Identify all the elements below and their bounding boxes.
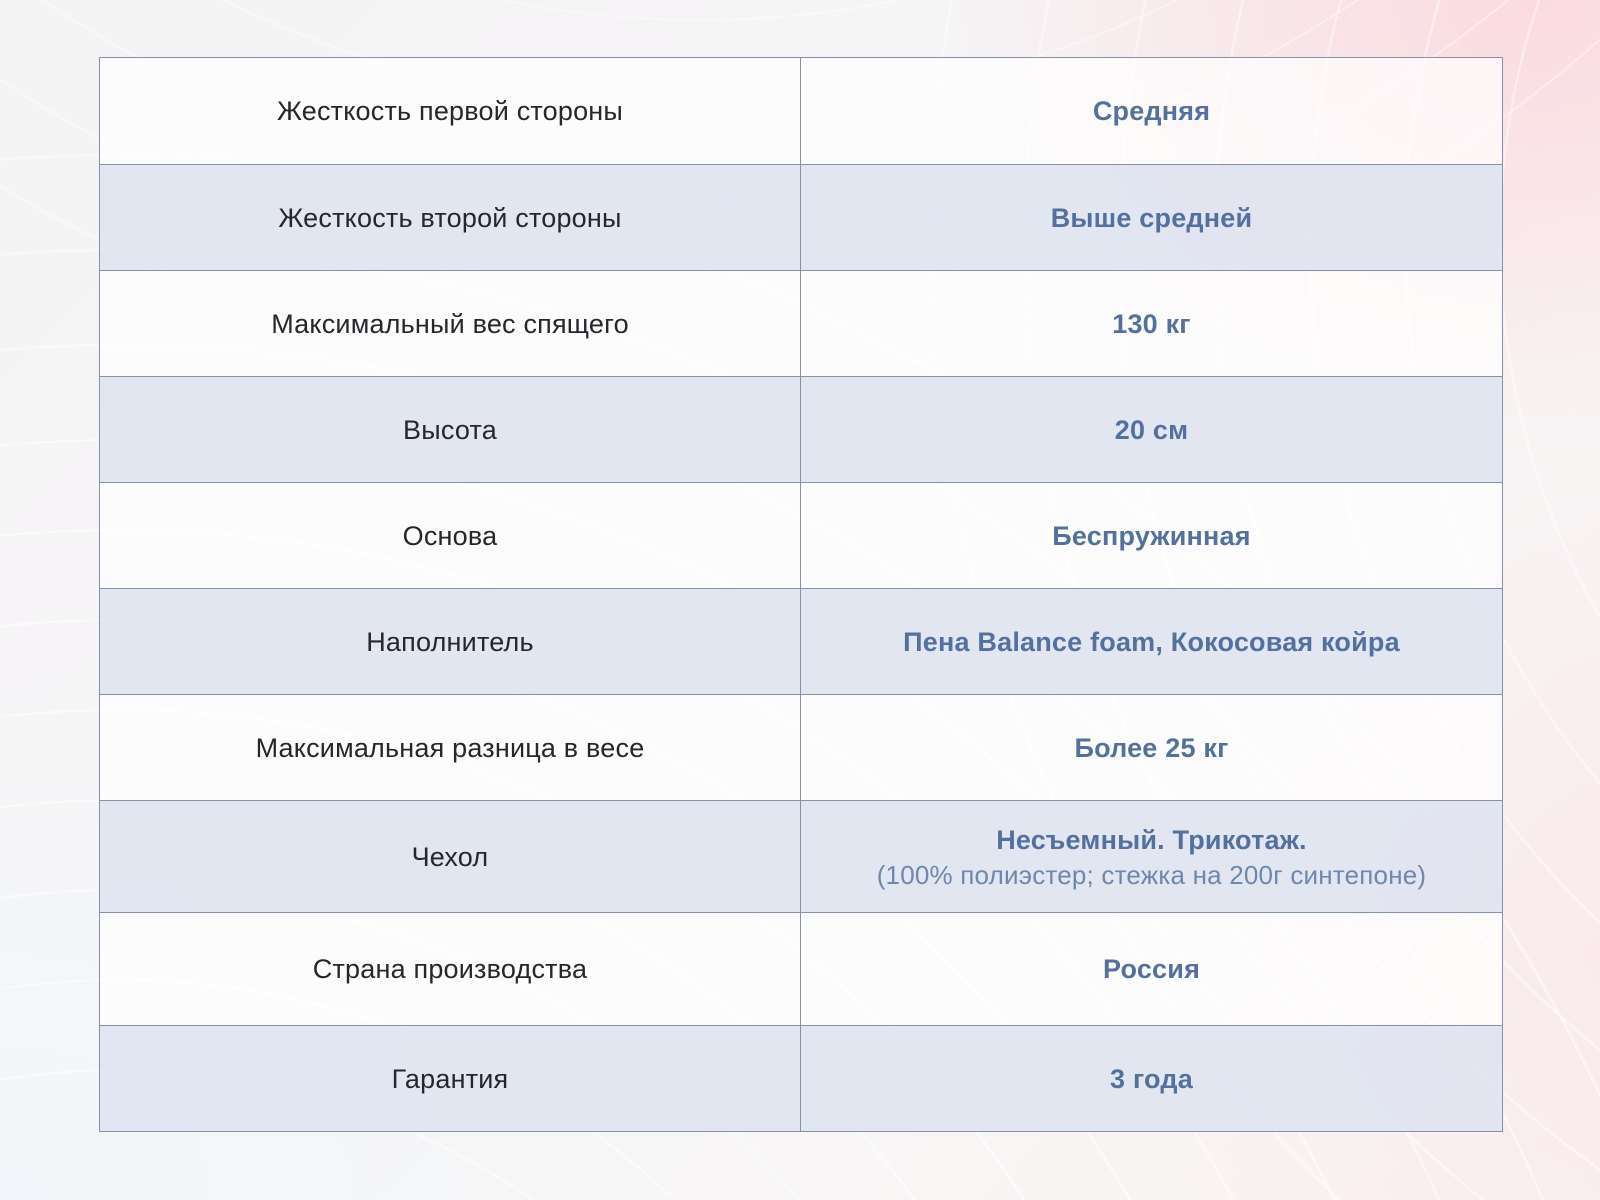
spec-value: 3 года [1110,1063,1193,1094]
table-row: Максимальный вес спящего 130 кг [100,270,1502,376]
spec-label: Максимальная разница в весе [255,732,645,763]
spec-value-cell: Несъемный. Трикотаж. (100% полиэстер; ст… [801,801,1502,912]
spec-value-cell: Средняя [801,58,1502,164]
spec-value: Более 25 кг [1074,732,1229,763]
spec-label-cell: Наполнитель [100,589,801,694]
spec-value: Россия [1102,954,1201,984]
spec-label-cell: Максимальный вес спящего [100,271,801,376]
specifications-table: Жесткость первой стороны Средняя Жесткос… [99,57,1503,1132]
spec-value-cell: 3 года [801,1026,1502,1131]
table-row: Максимальная разница в весе Более 25 кг [100,694,1502,800]
spec-label-cell: Жесткость второй стороны [100,165,801,270]
spec-value: Пена Balance foam, Кокосовая койра [903,626,1400,657]
spec-label: Жесткость второй стороны [278,202,622,233]
spec-label: Гарантия [391,1063,509,1094]
spec-label: Жесткость первой стороны [276,96,624,126]
spec-label: Страна производства [312,954,588,984]
spec-value: 20 см [1114,414,1189,445]
table-row: Жесткость второй стороны Выше средней [100,164,1502,270]
spec-value-cell: Выше средней [801,165,1502,270]
spec-value: Беспружинная [1052,520,1251,551]
spec-value: 130 кг [1112,308,1191,339]
spec-label-cell: Максимальная разница в весе [100,695,801,800]
spec-label-cell: Основа [100,483,801,588]
spec-label-cell: Чехол [100,801,801,912]
spec-label: Основа [402,520,498,551]
table-row: Жесткость первой стороны Средняя [100,58,1502,164]
spec-value-note: (100% полиэстер; стежка на 200г синтепон… [876,859,1427,890]
spec-value: Средняя [1092,96,1211,126]
table-row: Наполнитель Пена Balance foam, Кокосовая… [100,588,1502,694]
table-row: Страна производства Россия [100,912,1502,1025]
spec-label-cell: Жесткость первой стороны [100,58,801,164]
spec-value-cell: Пена Balance foam, Кокосовая койра [801,589,1502,694]
spec-value-cell: 20 см [801,377,1502,482]
spec-label-cell: Страна производства [100,913,801,1025]
spec-label: Высота [403,414,497,445]
table-row: Гарантия 3 года [100,1025,1502,1131]
spec-value: Несъемный. Трикотаж. [996,824,1307,855]
table-row: Чехол Несъемный. Трикотаж. (100% полиэст… [100,800,1502,912]
spec-value-cell: Россия [801,913,1502,1025]
spec-label-cell: Высота [100,377,801,482]
spec-label: Чехол [411,841,489,872]
spec-value-cell: 130 кг [801,271,1502,376]
spec-label: Максимальный вес спящего [271,308,629,339]
table-row: Основа Беспружинная [100,482,1502,588]
spec-value-cell: Более 25 кг [801,695,1502,800]
spec-value: Выше средней [1050,202,1253,233]
table-row: Высота 20 см [100,376,1502,482]
spec-label-cell: Гарантия [100,1026,801,1131]
spec-label: Наполнитель [366,626,534,657]
spec-value-cell: Беспружинная [801,483,1502,588]
